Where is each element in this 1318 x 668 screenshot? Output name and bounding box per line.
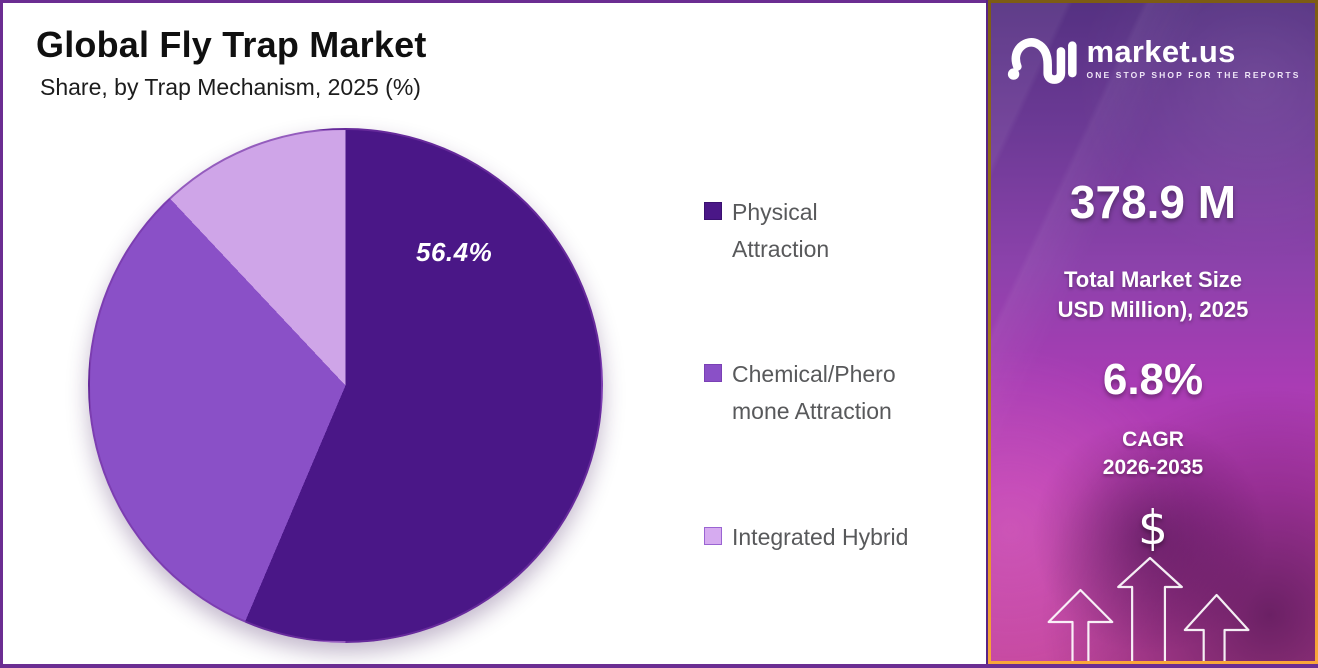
page-title: Global Fly Trap Market (36, 24, 427, 65)
legend-label: Physical Attraction (732, 194, 829, 268)
legend-label-line: mone Attraction (732, 398, 892, 424)
page-border-left (0, 0, 3, 668)
brand-logo: market.us ONE STOP SHOP FOR THE REPORTS (991, 28, 1315, 88)
market-size-value: 378.9 M (1069, 176, 1237, 228)
growth-arrows-icon (1047, 556, 1250, 661)
brand-name: market.us (1086, 33, 1236, 69)
brand-sidebar: market.us ONE STOP SHOP FOR THE REPORTS … (986, 0, 1318, 664)
legend-label: Integrated Hybrid (732, 519, 908, 556)
market-size-label: Total Market Size USD Million), 2025 (1057, 267, 1249, 322)
legend-label-line: Chemical/Phero (732, 361, 896, 387)
legend-swatch-icon (704, 364, 722, 382)
page-border-bottom (0, 664, 1318, 668)
legend-item-physical-attraction: Physical Attraction (704, 194, 829, 268)
legend-label: Chemical/Phero mone Attraction (732, 356, 896, 430)
cagr-label: CAGR 2026-2035 (1102, 428, 1204, 479)
legend-label-line: Attraction (732, 236, 830, 262)
pie-chart (88, 128, 603, 643)
page-subtitle: Share, by Trap Mechanism, 2025 (%) (40, 74, 421, 100)
legend-label-line: Integrated Hybrid (732, 524, 909, 550)
legend-label-line: Physical (732, 199, 818, 225)
legend-swatch-icon (704, 202, 722, 220)
market-us-logo-icon (1007, 38, 1077, 84)
page-border-top (0, 0, 990, 3)
brand-sidebar-panel: market.us ONE STOP SHOP FOR THE REPORTS … (988, 0, 1318, 664)
dollar-icon: $ (1138, 501, 1168, 556)
legend-item-integrated-hybrid: Integrated Hybrid (704, 519, 908, 556)
cagr-value: 6.8% (1102, 355, 1204, 404)
brand-tagline: ONE STOP SHOP FOR THE REPORTS (1086, 69, 1301, 80)
brand-text-block: market.us ONE STOP SHOP FOR THE REPORTS (1086, 33, 1301, 80)
legend-swatch-icon (704, 527, 722, 545)
legend-item-chemical-pheromone-attraction: Chemical/Phero mone Attraction (704, 356, 896, 430)
pie-slice-data-label: 56.4% (416, 237, 493, 267)
